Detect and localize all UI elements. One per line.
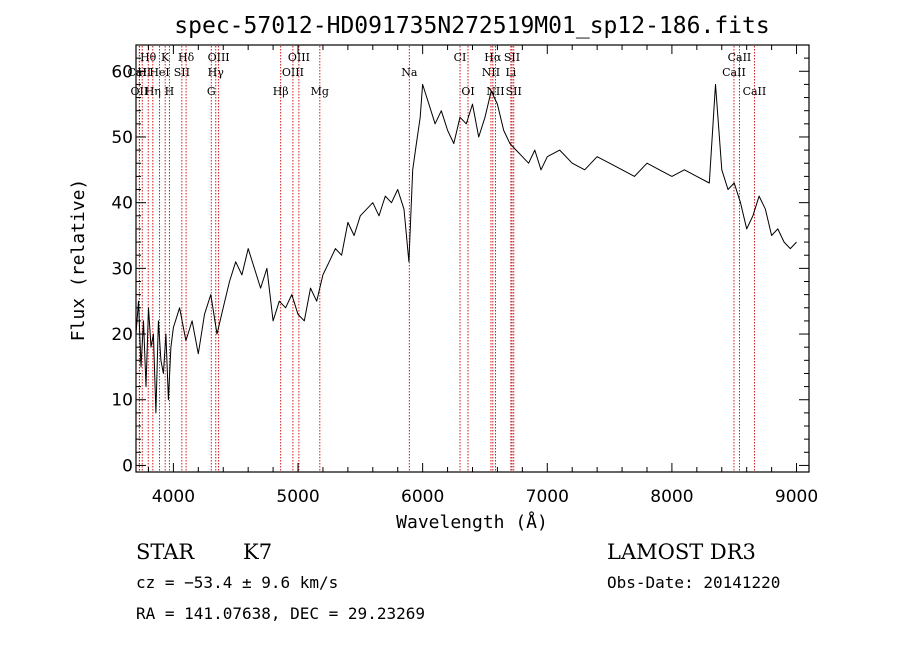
spectral-line-label: OII [131, 85, 149, 98]
spectral-line-label: CaII [722, 66, 746, 79]
spectral-line-label: CaII [128, 66, 152, 79]
x-tick-label: 5000 [276, 487, 319, 507]
chart-title: spec-57012-HD091735N272519M01_sp12-186.f… [174, 13, 769, 39]
spectral-line-label: OIII [208, 51, 230, 64]
spectral-line-label: NII [486, 85, 504, 98]
y-tick-label: 0 [122, 456, 133, 476]
y-axis-label: Flux (relative) [68, 179, 89, 342]
spectral-line-label: SII [174, 66, 190, 79]
y-tick-label: 40 [111, 194, 133, 214]
spectral-line-label: CaII [743, 85, 767, 98]
spectral-line-label: OIII [282, 66, 304, 79]
spectral-line-label: SII [506, 85, 522, 98]
x-tick-label: 8000 [650, 487, 693, 507]
spectral-line-label: Hα [484, 51, 502, 64]
spectral-line-label: Hδ [178, 51, 195, 64]
spectral-line-markers [138, 46, 755, 471]
spectral-line-label: Hη [145, 85, 161, 98]
spectral-line-label: Na [401, 66, 418, 79]
observation-date: Obs-Date: 20141220 [607, 573, 780, 592]
spectral-line-label: Li [505, 66, 516, 79]
spectral-line-label: Hβ [273, 85, 289, 98]
spectral-line-label: Hγ [208, 66, 225, 79]
x-tick-label: 6000 [401, 487, 444, 507]
spectrum-line [135, 83, 797, 414]
spectral-line-label: SII [504, 51, 520, 64]
x-tick-label: 7000 [526, 487, 569, 507]
y-tick-label: 50 [111, 128, 133, 148]
object-class: STAR [136, 540, 195, 564]
spectral-line-label: H [137, 66, 147, 79]
spectral-line-label: G [207, 85, 216, 98]
spectral-line-label: CI [454, 51, 467, 64]
plot-frame [135, 44, 810, 473]
redshift-velocity: cz = −53.4 ± 9.6 km/s [136, 573, 338, 592]
spectral-line-label: OI [461, 85, 474, 98]
survey-name: LAMOST DR3 [607, 540, 756, 564]
x-tick-label: 4000 [152, 487, 195, 507]
y-tick-label: 60 [111, 62, 133, 82]
spectral-line-label: K [161, 51, 170, 64]
spectral-line-label: CaII [728, 51, 752, 64]
spectral-line-label: Hθ [140, 51, 157, 64]
object-subclass: K7 [243, 540, 272, 564]
y-tick-label: 20 [111, 325, 133, 345]
spectral-line-label: HeI [149, 66, 169, 79]
x-axis-label: Wavelength (Å) [396, 511, 548, 533]
y-tick-label: 10 [111, 391, 133, 411]
y-tick-label: 30 [111, 259, 133, 279]
x-tick-label: 9000 [775, 487, 818, 507]
spectral-line-label: H [165, 85, 175, 98]
spectral-line-label: OIII [288, 51, 310, 64]
spectral-line-label: NII [482, 66, 500, 79]
axis-ticks: 4000 5000 6000 7000 8000 9000 0 10 20 30 40 50 60 [111, 44, 818, 507]
spectral-line-label: Mg [311, 85, 329, 98]
coordinates: RA = 141.07638, DEC = 29.23269 [136, 604, 425, 623]
